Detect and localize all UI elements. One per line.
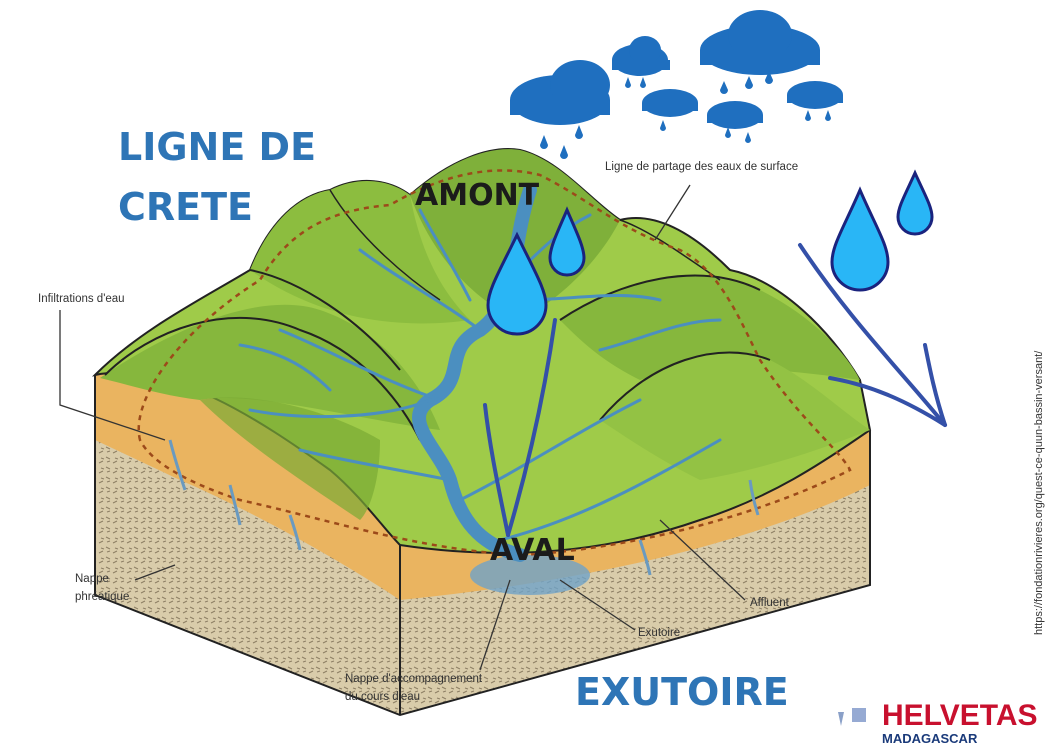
logo-country: MADAGASCAR <box>882 731 978 746</box>
heading-exutoire: EXUTOIRE <box>575 670 789 714</box>
annotation: phréatique <box>75 591 129 603</box>
heading-amont: AMONT <box>415 178 540 213</box>
heading-ligne-de-crete: CRETE <box>118 185 253 229</box>
annotation: Affluent <box>750 597 790 609</box>
annotation: Infiltrations d'eau <box>38 293 125 305</box>
annotation: du cours d'eau <box>345 691 420 703</box>
heading-ligne-de-crete: LIGNE DE <box>118 125 316 169</box>
logo: HELVETAS MADAGASCAR <box>838 699 1038 746</box>
heading-aval: AVAL <box>490 533 575 568</box>
annotation: Nappe <box>75 573 109 585</box>
annotation: Exutoire <box>638 627 680 639</box>
logo-name: HELVETAS <box>882 699 1038 732</box>
page: LIGNE DE CRETE AMONT AVAL EXUTOIRE Ligne… <box>0 0 1063 748</box>
annotation: Ligne de partage des eaux de surface <box>605 161 798 173</box>
clouds <box>510 10 843 159</box>
watershed-diagram: LIGNE DE CRETE AMONT AVAL EXUTOIRE Ligne… <box>0 0 1063 748</box>
annotation: Nappe d'accompagnement <box>345 673 483 685</box>
source-url: https://fondationrivieres.org/quest-ce-q… <box>1033 350 1045 635</box>
